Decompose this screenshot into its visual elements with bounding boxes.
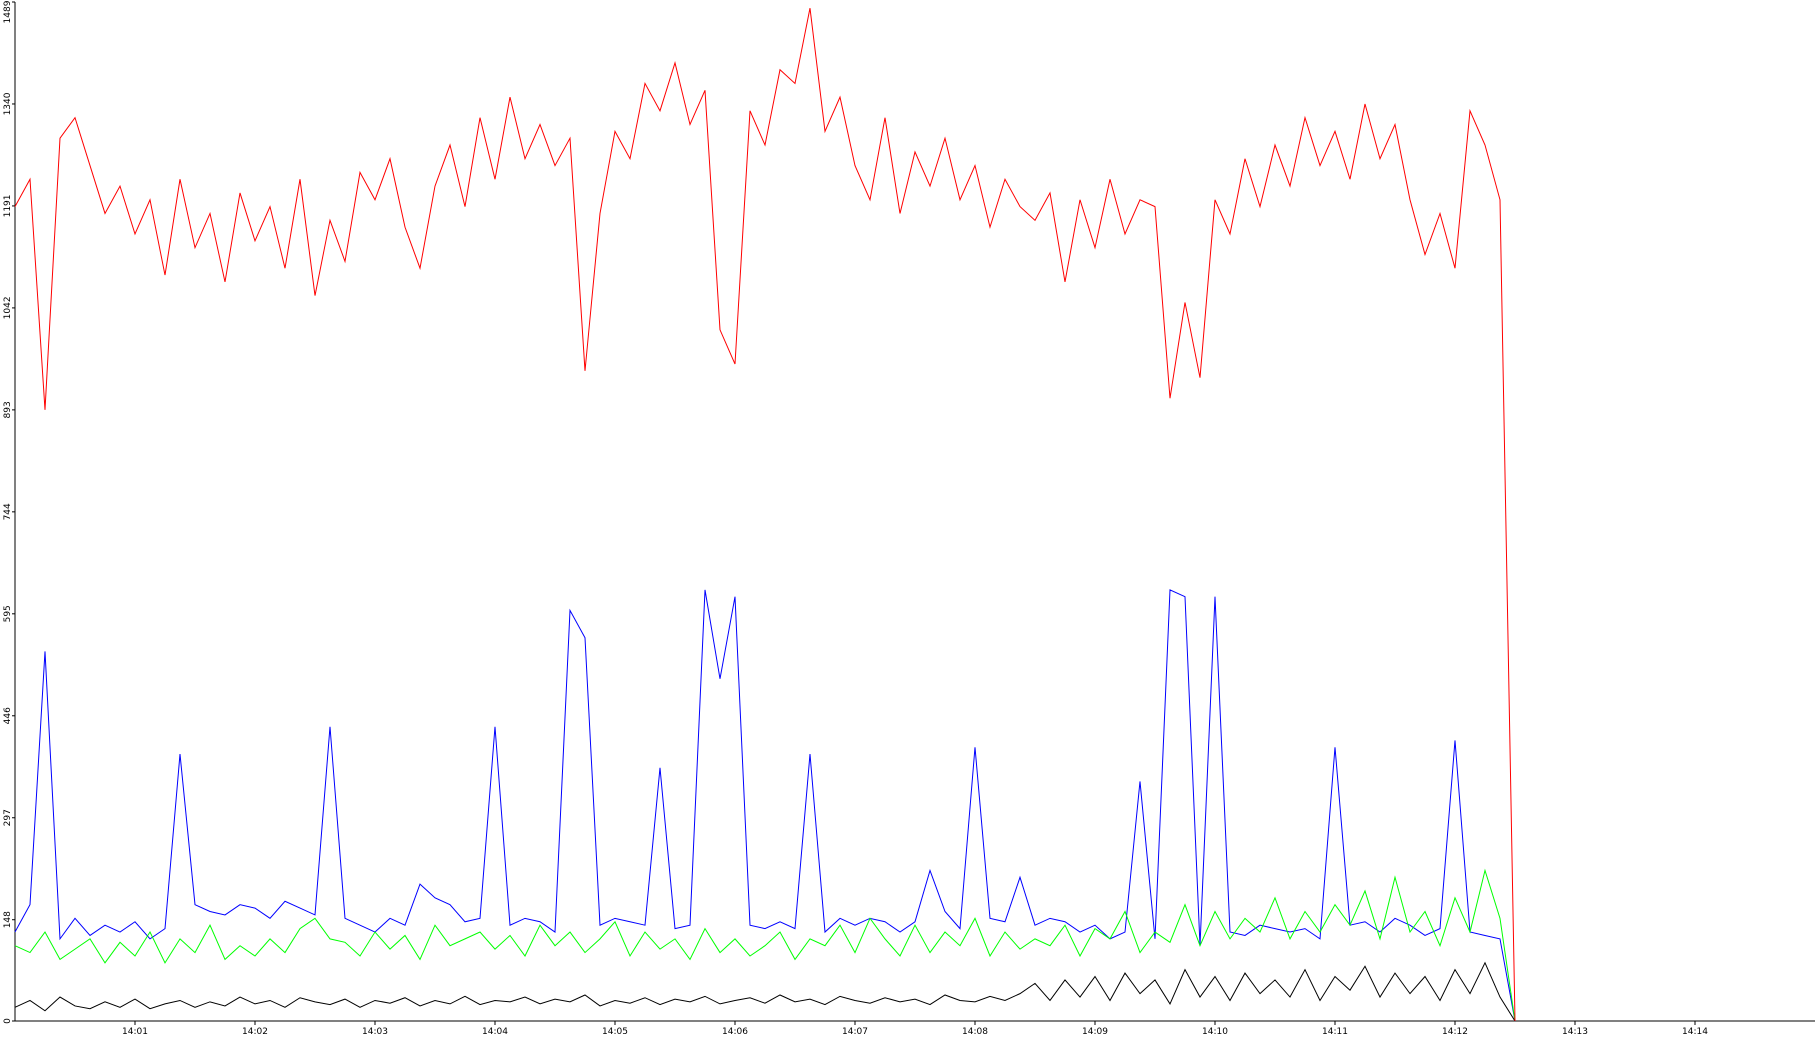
x-tick-label: 14:07 (842, 1027, 868, 1037)
x-tick-label: 14:02 (242, 1027, 268, 1037)
y-tick-label: 446 (3, 707, 13, 724)
y-tick-label: 893 (3, 401, 13, 418)
series-line (14, 961, 1516, 1022)
y-tick-label: 1340 (3, 92, 13, 115)
y-tick-label: 1191 (3, 194, 13, 217)
y-tick-label: 744 (3, 503, 13, 520)
x-tick-label: 14:09 (1082, 1027, 1108, 1037)
x-tick-label: 14:11 (1322, 1027, 1348, 1037)
x-tick-label: 14:03 (362, 1027, 388, 1037)
series-line (14, 868, 1516, 1022)
x-tick-label: 14:05 (602, 1027, 628, 1037)
x-tick-label: 14:14 (1682, 1027, 1708, 1037)
series-line (14, 8, 1516, 1022)
y-tick-label: 0 (3, 1018, 13, 1024)
y-tick-label: 1042 (3, 296, 13, 319)
y-tick-label: 595 (3, 605, 13, 622)
x-tick-label: 14:06 (722, 1027, 748, 1037)
y-tick-label: 148 (3, 911, 13, 928)
x-tick-label: 14:12 (1442, 1027, 1468, 1037)
y-tick-label: 1489 (3, 0, 13, 23)
x-tick-label: 14:08 (962, 1027, 988, 1037)
x-tick-label: 14:04 (482, 1027, 508, 1037)
y-tick-label: 297 (3, 809, 13, 826)
x-tick-label: 14:10 (1202, 1027, 1228, 1037)
x-tick-label: 14:13 (1562, 1027, 1588, 1037)
series-line (14, 589, 1516, 1022)
x-tick-label: 14:01 (122, 1027, 148, 1037)
